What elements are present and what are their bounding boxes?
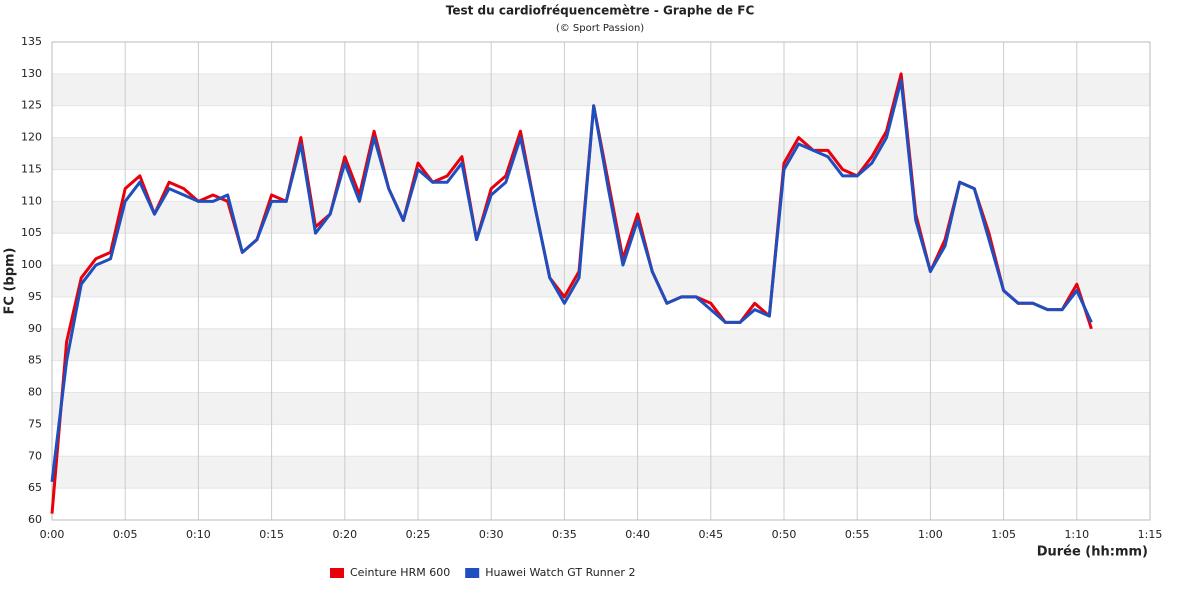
y-tick-label: 135 — [21, 35, 42, 48]
x-tick-label: 0:30 — [479, 528, 504, 541]
y-tick-label: 130 — [21, 67, 42, 80]
grid-band — [52, 456, 1150, 489]
x-tick-label: 0:15 — [259, 528, 284, 541]
x-tick-label: 0:20 — [332, 528, 357, 541]
y-tick-label: 80 — [28, 386, 42, 399]
series-line — [50, 78, 1093, 482]
y-tick-label: 120 — [21, 131, 42, 144]
x-tick-label: 1:15 — [1138, 528, 1163, 541]
y-tick-label: 70 — [28, 449, 42, 462]
grid-band — [52, 328, 1150, 361]
y-tick-label: 60 — [28, 513, 42, 526]
x-tick-label: 0:40 — [625, 528, 650, 541]
x-axis-label: Durée (hh:mm) — [1037, 545, 1148, 560]
x-tick-label: 0:45 — [698, 528, 723, 541]
legend-label: Ceinture HRM 600 — [350, 566, 450, 579]
y-tick-label: 100 — [21, 258, 42, 271]
chart-subtitle: (© Sport Passion) — [556, 23, 644, 34]
y-tick-label: 75 — [28, 417, 42, 430]
chart-title: Test du cardiofréquencemètre - Graphe de… — [446, 4, 755, 18]
plot-frame — [51, 41, 1151, 521]
grid-band — [52, 265, 1150, 297]
y-tick-label: 65 — [28, 481, 42, 494]
y-axis-label: FC (bpm) — [3, 248, 18, 315]
y-tick-label: 90 — [28, 322, 42, 335]
legend-swatch — [465, 568, 480, 578]
grid-band — [52, 392, 1150, 425]
legend-swatch — [330, 568, 344, 578]
x-tick-label: 0:00 — [40, 528, 65, 541]
x-tick-label: 0:10 — [186, 528, 211, 541]
x-tick-label: 1:00 — [918, 528, 943, 541]
x-tick-label: 0:50 — [772, 528, 797, 541]
x-tick-label: 0:55 — [845, 528, 870, 541]
y-tick-label: 115 — [21, 162, 42, 175]
x-tick-label: 1:05 — [991, 528, 1016, 541]
x-tick-label: 0:35 — [552, 528, 577, 541]
grid-band — [52, 73, 1150, 106]
x-tick-label: 0:25 — [406, 528, 431, 541]
x-tick-label: 0:05 — [113, 528, 138, 541]
y-tick-label: 95 — [28, 290, 42, 303]
y-tick-label: 110 — [21, 194, 42, 207]
y-tick-label: 105 — [21, 226, 42, 239]
x-tick-label: 1:10 — [1064, 528, 1089, 541]
y-tick-label: 85 — [28, 354, 42, 367]
legend-label: Huawei Watch GT Runner 2 — [485, 566, 635, 579]
y-tick-label: 125 — [21, 99, 42, 112]
